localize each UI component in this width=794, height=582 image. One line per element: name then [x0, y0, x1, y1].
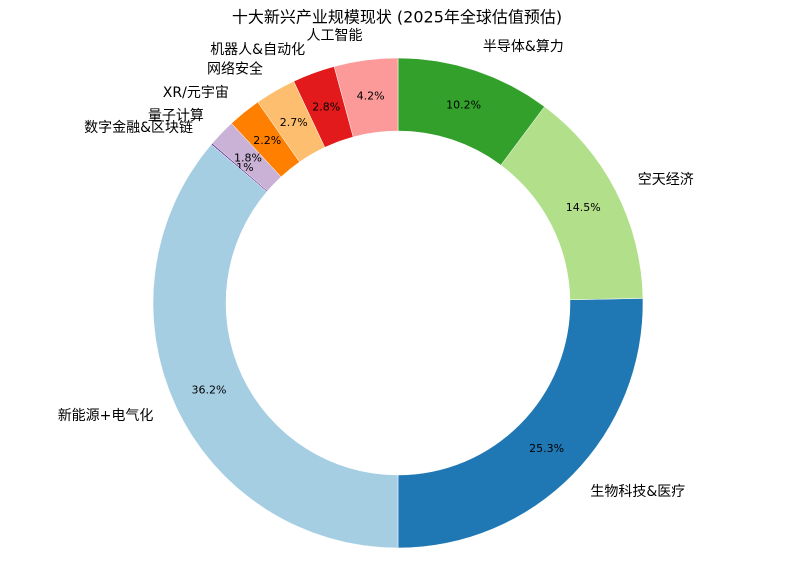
slice — [397, 298, 644, 549]
value-label: 2.8% — [312, 101, 340, 114]
chart-title: 十大新兴产业规模现状 (2025年全球估值预估) — [232, 8, 562, 27]
value-label: 14.5% — [566, 201, 601, 214]
slice-label: 机器人&自动化 — [210, 42, 305, 58]
slice — [152, 144, 399, 549]
slice-label: 半导体&算力 — [483, 39, 564, 55]
value-label: 4.2% — [357, 90, 385, 103]
value-label: 10.2% — [446, 98, 481, 111]
value-label: 1.8% — [234, 152, 262, 165]
value-label: 36.2% — [192, 383, 227, 396]
slice-label: 新能源+电气化 — [58, 408, 154, 424]
slice-label: 网络安全 — [207, 61, 263, 78]
slice-label: 生物科技&医疗 — [590, 484, 685, 500]
slice-label: 数字金融&区块链 — [84, 120, 193, 136]
value-label: 2.2% — [253, 134, 281, 147]
slice-label: 人工智能 — [307, 28, 363, 44]
value-label: 2.7% — [280, 116, 308, 129]
slice-label: 空天经济 — [638, 172, 694, 188]
slice-label: 量子计算 — [148, 108, 204, 124]
slice-label: XR/元宇宙 — [163, 85, 229, 101]
value-label: 25.3% — [529, 442, 564, 455]
